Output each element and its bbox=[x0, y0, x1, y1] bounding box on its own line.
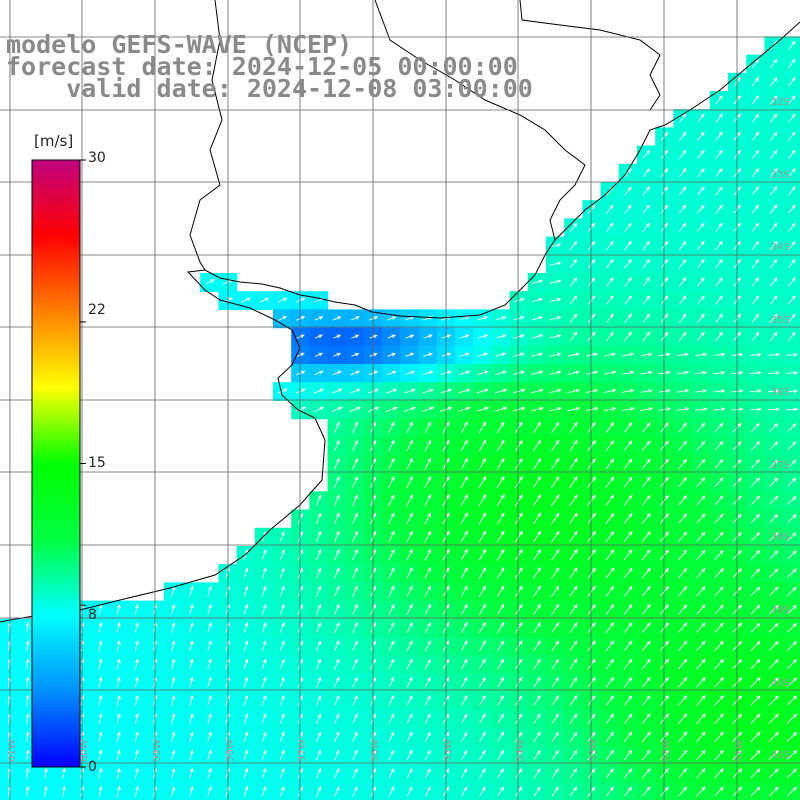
colorbar-tick-15: 15 bbox=[88, 455, 106, 471]
lat-label-34S: 34S bbox=[771, 242, 790, 253]
model-title: modelo GEFS-WAVE (NCEP) bbox=[6, 30, 353, 59]
lon-label-59W: 59W bbox=[152, 739, 163, 762]
lon-label-53W: 53W bbox=[588, 739, 599, 762]
lat-label-41S: 41S bbox=[771, 750, 790, 761]
colorbar-tick-8: 8 bbox=[88, 607, 97, 623]
lon-label-51W: 51W bbox=[734, 739, 745, 762]
coastline bbox=[0, 0, 800, 623]
valid-date: valid date: 2024-12-08 03:00:00 bbox=[6, 74, 533, 103]
colorbar-gradient bbox=[31, 159, 81, 768]
lat-label-37S: 37S bbox=[771, 460, 790, 471]
lat-label-32S: 32S bbox=[771, 97, 790, 108]
longitude-labels: 61W 60W 59W 58W 57W 56W 55W 54W 53W 52W 51W bbox=[7, 739, 745, 762]
lon-label-55W: 55W bbox=[443, 739, 454, 762]
lat-label-40S: 40S bbox=[771, 678, 790, 689]
lon-label-54W: 54W bbox=[515, 739, 526, 762]
lat-label-35S: 35S bbox=[771, 315, 790, 326]
colorbar-tick-30: 30 bbox=[88, 150, 106, 166]
lat-label-38S: 38S bbox=[771, 532, 790, 543]
colorbar-tick-22: 22 bbox=[88, 302, 106, 318]
lon-label-52W: 52W bbox=[661, 739, 672, 762]
colorbar-unit: [m/s] bbox=[34, 132, 74, 150]
lon-label-60W: 60W bbox=[79, 739, 90, 762]
forecast-date: forecast date: 2024-12-05 00:00:00 bbox=[6, 52, 518, 81]
lat-label-39S: 39S bbox=[771, 605, 790, 616]
colorbar-tick-0: 0 bbox=[88, 759, 97, 775]
lon-label-58W: 58W bbox=[225, 739, 236, 762]
latitude-labels: 32S 33S 34S 35S 36S 37S 38S 39S 40S 41S bbox=[771, 97, 790, 761]
lon-label-57W: 57W bbox=[297, 739, 308, 762]
lon-label-61W: 61W bbox=[7, 739, 18, 762]
lon-label-56W: 56W bbox=[370, 739, 381, 762]
lat-label-36S: 36S bbox=[771, 387, 790, 398]
lat-label-33S: 33S bbox=[771, 170, 790, 181]
colorbar bbox=[31, 159, 86, 768]
